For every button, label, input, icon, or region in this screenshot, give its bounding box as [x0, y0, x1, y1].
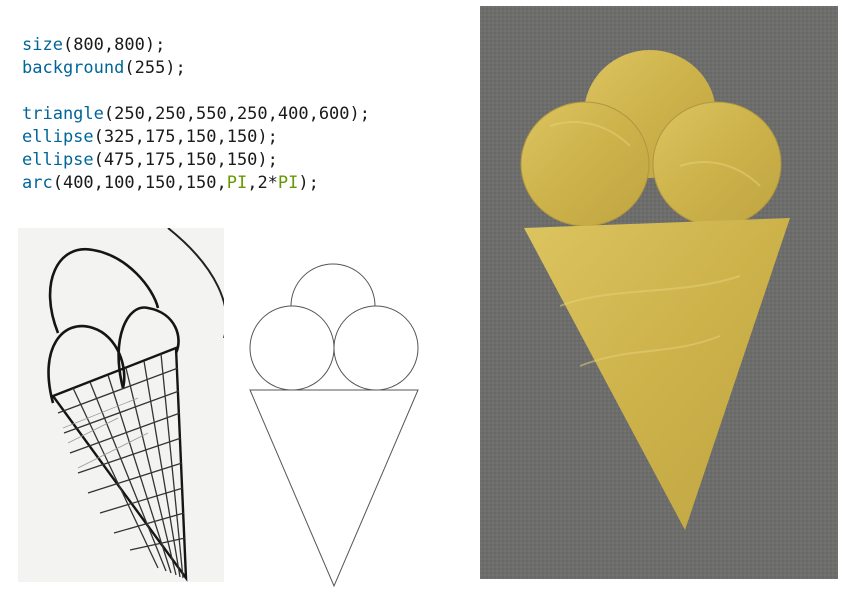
- fabric-cone: [524, 218, 790, 530]
- function-name: arc: [22, 173, 53, 193]
- code-text: );: [298, 173, 319, 193]
- code-line: size(800,800);: [22, 34, 370, 57]
- code-text: (800,800);: [62, 35, 166, 55]
- function-name: ellipse: [22, 150, 94, 170]
- function-name: triangle: [22, 104, 104, 124]
- code-line: ellipse(475,175,150,150);: [22, 149, 370, 172]
- processing-code-block: size(800,800); background(255); triangle(…: [22, 34, 370, 195]
- right-scoop-circle: [333, 305, 419, 391]
- constant: PI: [277, 173, 299, 193]
- fabric-cutout: [480, 6, 838, 579]
- code-text: (255);: [124, 58, 186, 78]
- code-line: ellipse(325,175,150,150);: [22, 126, 370, 149]
- code-line: arc(400,100,150,150,PI,2*PI);: [22, 172, 370, 195]
- constant: PI: [226, 173, 248, 193]
- top-scoop-arc: [290, 263, 376, 307]
- gold-fabric-cutout-photo: [480, 6, 838, 579]
- code-render-output: [246, 258, 422, 588]
- cone-triangle: [249, 389, 419, 588]
- ice-cream-render: [249, 263, 419, 588]
- fabric-left-scoop: [520, 101, 650, 227]
- code-text: (400,100,150,150,: [52, 173, 227, 193]
- code-line: triangle(250,250,550,250,400,600);: [22, 103, 370, 126]
- code-text: (475,175,150,150);: [93, 150, 278, 170]
- pencil-sketch-photo: [18, 228, 224, 582]
- code-line: [22, 80, 370, 103]
- sketch-drawing: [18, 228, 224, 582]
- code-line: background(255);: [22, 57, 370, 80]
- function-name: background: [22, 58, 125, 78]
- function-name: ellipse: [22, 127, 94, 147]
- left-scoop-circle: [249, 305, 335, 391]
- code-text: (325,175,150,150);: [93, 127, 278, 147]
- function-name: size: [22, 35, 63, 55]
- code-text: ,2*: [247, 173, 278, 193]
- code-text: (250,250,550,250,400,600);: [103, 104, 370, 124]
